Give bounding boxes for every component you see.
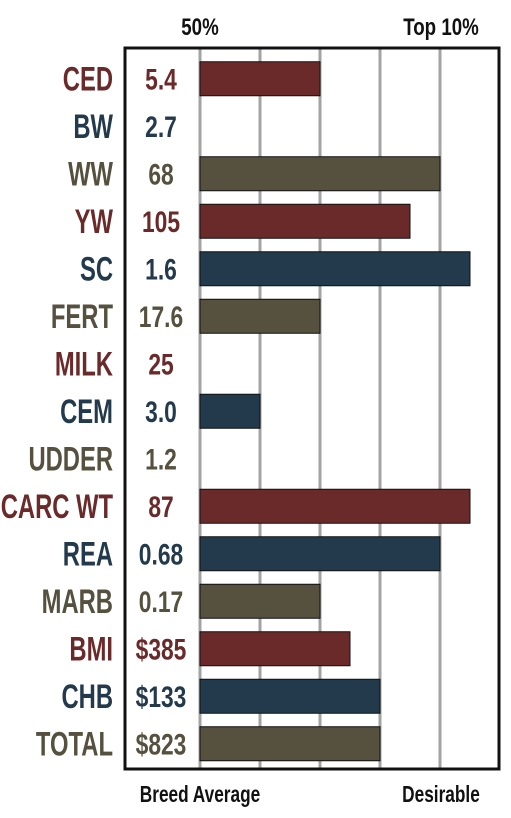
value-label: 17.6 (139, 300, 183, 334)
bar-total (199, 726, 381, 762)
trait-label: MILK (55, 346, 113, 384)
bottom-label-breed-average: Breed Average (140, 783, 260, 808)
bars (199, 61, 471, 762)
bottom-label-desirable: Desirable (402, 783, 480, 808)
trait-label: SC (80, 251, 113, 289)
bar-bmi (199, 631, 351, 667)
value-label: 1.6 (145, 253, 177, 287)
trait-label: CHB (61, 678, 113, 716)
value-label: $133 (136, 680, 187, 714)
trait-label: CED (63, 61, 113, 99)
bar-carc-wt (199, 488, 471, 524)
trait-label: REA (63, 536, 113, 574)
bar-ced (199, 61, 321, 97)
bar-yw (199, 203, 411, 239)
value-label: 5.4 (145, 63, 177, 97)
value-label: $823 (136, 728, 187, 762)
value-label: 105 (142, 205, 180, 239)
bar-sc (199, 251, 471, 287)
bar-fert (199, 298, 321, 334)
value-label: 1.2 (145, 443, 177, 477)
top-label-50pct: 50% (181, 14, 218, 41)
bar-ww (199, 156, 441, 192)
value-labels: 5.4 2.7 68 105 1.6 17.6 25 3.0 1.2 87 0.68 0.17 $385… (136, 63, 187, 762)
trait-label: BW (73, 108, 113, 146)
bar-cem (199, 393, 261, 429)
bar-marb (199, 583, 321, 619)
trait-label: BMI (69, 631, 113, 669)
chart-frame (123, 46, 501, 771)
trait-label: YW (75, 203, 114, 241)
trait-label: TOTAL (36, 726, 113, 764)
trait-label: MARB (42, 583, 113, 621)
value-label: 2.7 (145, 110, 177, 144)
value-label: $385 (136, 633, 187, 667)
bar-rea (199, 536, 441, 572)
trait-label: CEM (60, 393, 113, 431)
trait-labels: CED BW WW YW SC FERT MILK CEM UDDER CARC WT REA MAR… (1, 61, 114, 764)
trait-label: FERT (51, 298, 113, 336)
trait-label: UDDER (28, 441, 113, 479)
value-label: 3.0 (145, 395, 177, 429)
trait-label: WW (68, 156, 113, 194)
value-label: 0.17 (139, 585, 183, 619)
value-label: 25 (148, 348, 174, 382)
value-label: 0.68 (139, 538, 183, 572)
bar-chb (199, 678, 381, 714)
trait-label: CARC WT (1, 488, 113, 526)
value-label: 87 (148, 490, 173, 524)
top-label-top10: Top 10% (403, 14, 479, 41)
value-label: 68 (148, 158, 173, 192)
